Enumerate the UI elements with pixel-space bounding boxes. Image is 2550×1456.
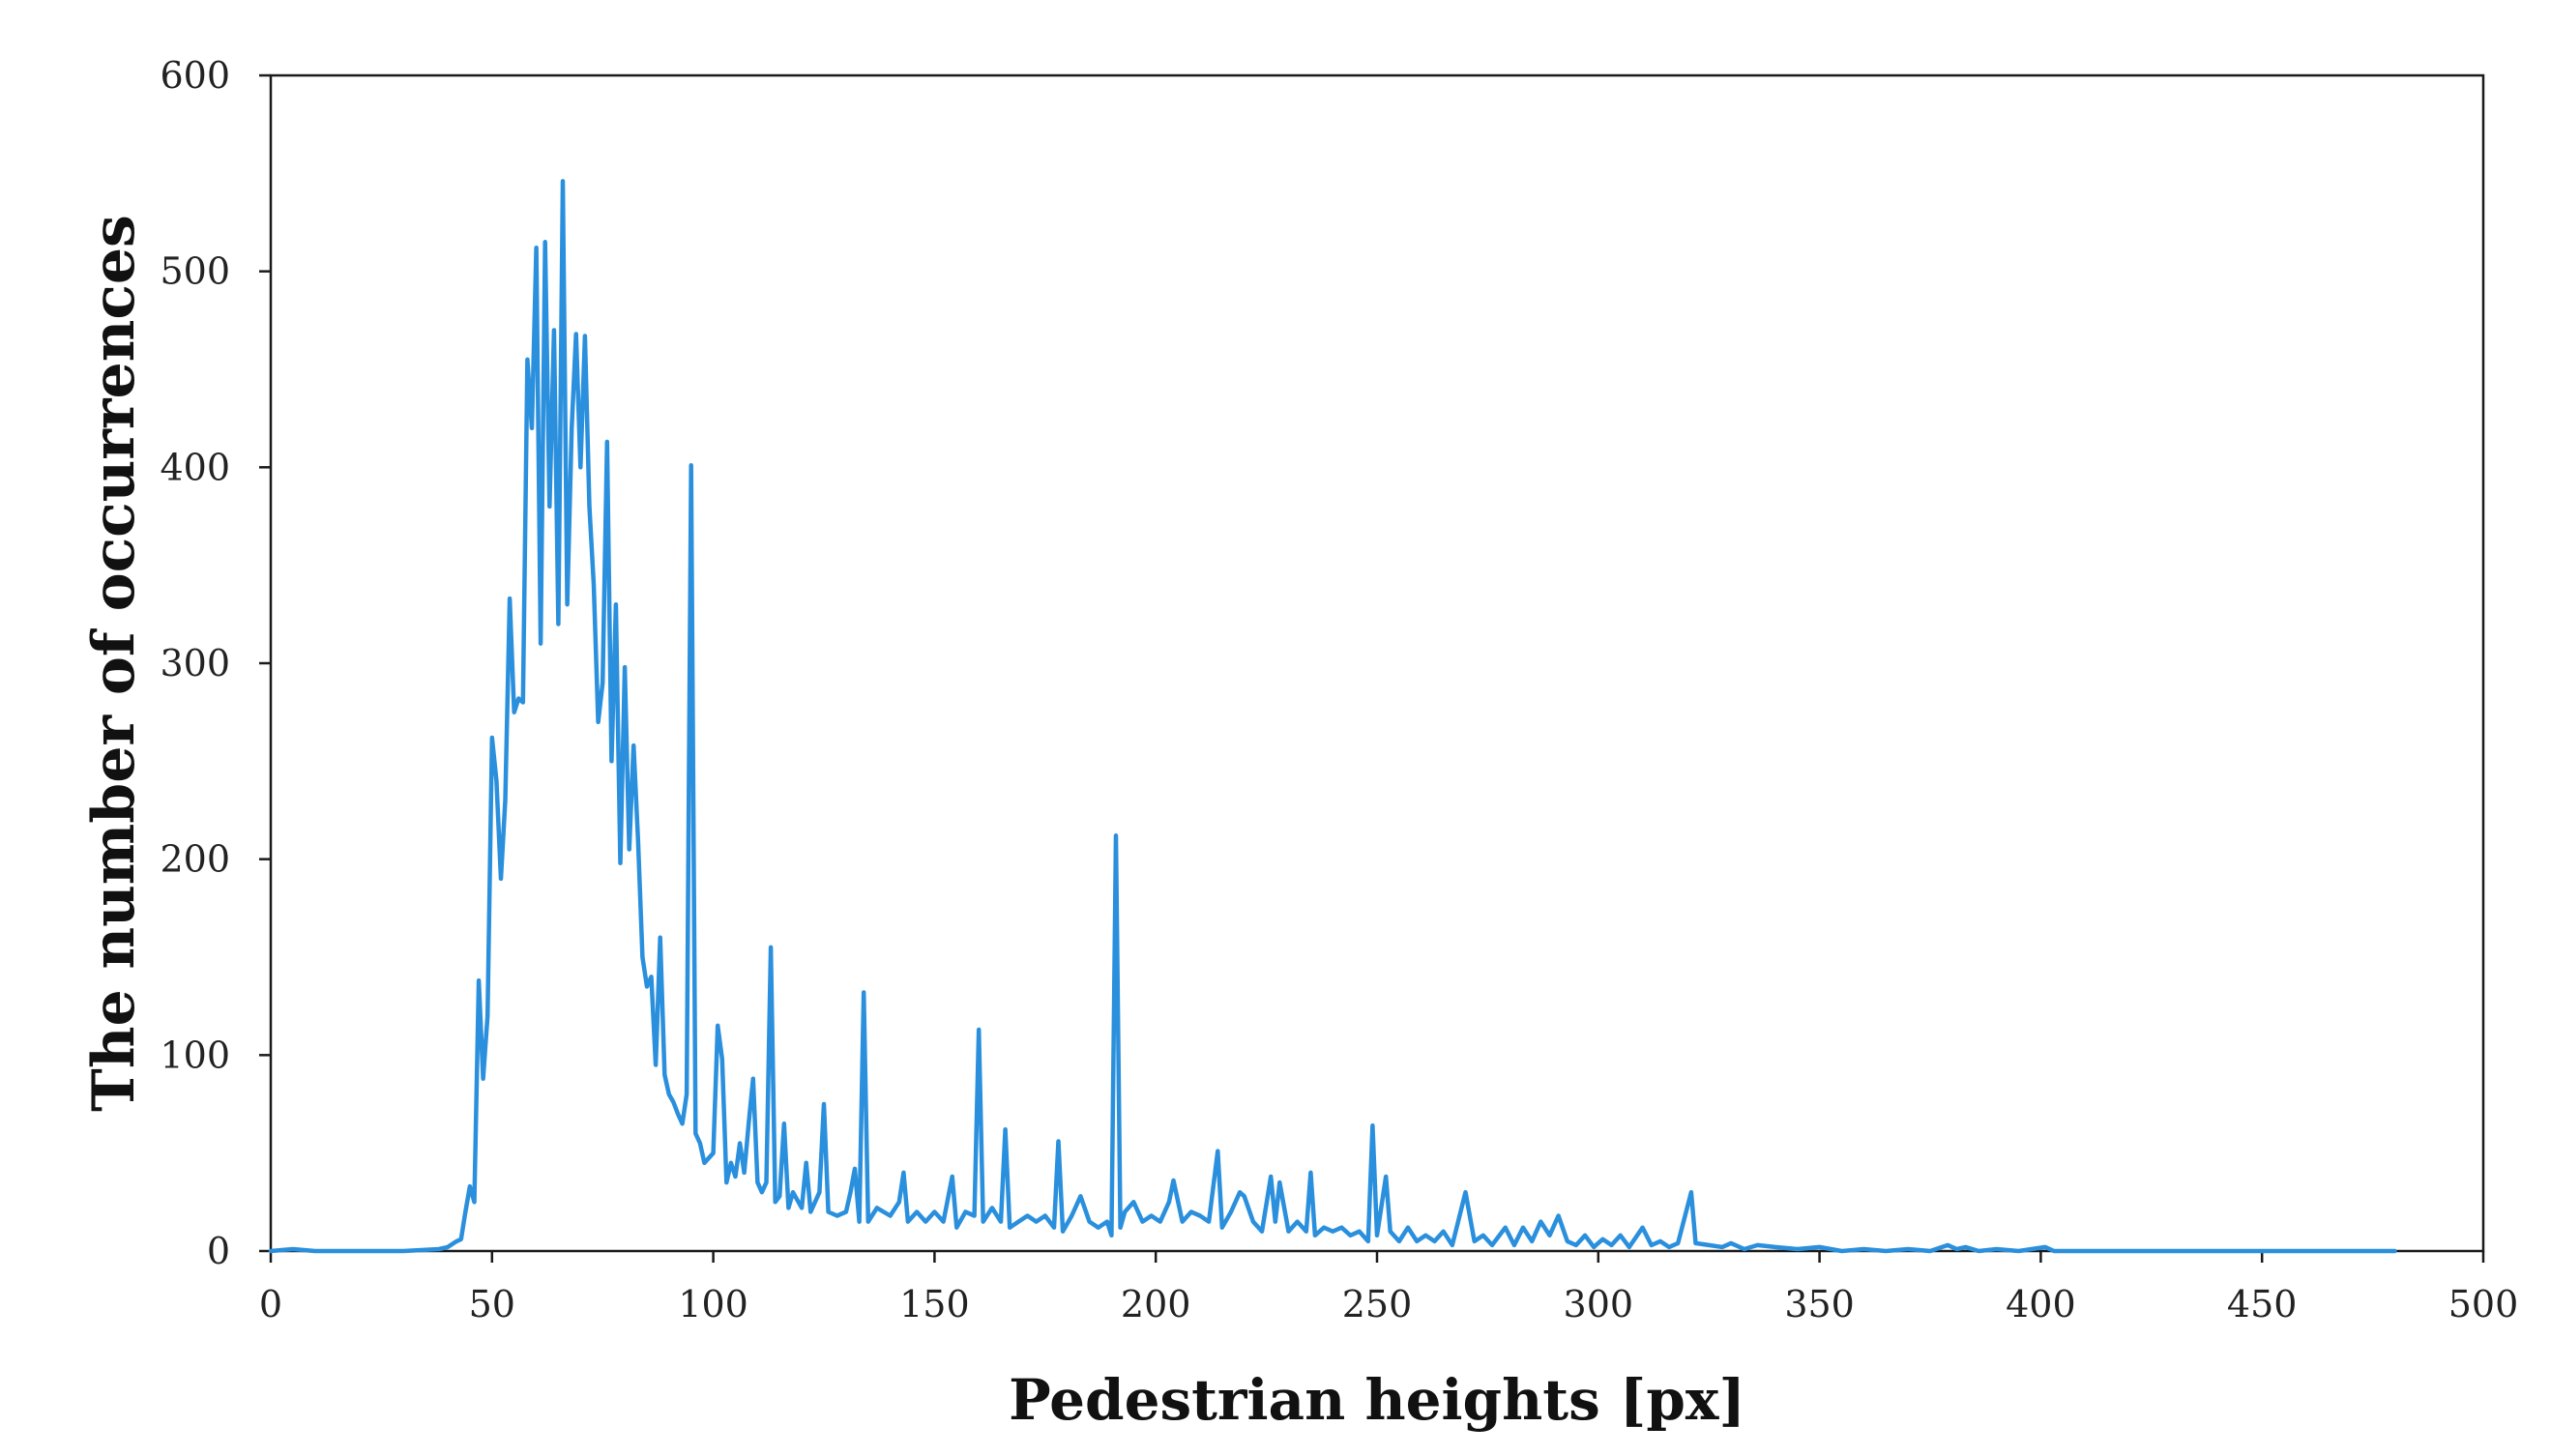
x-tick-label: 300 <box>1564 1283 1634 1325</box>
y-tick-label: 0 <box>207 1230 230 1272</box>
x-tick-label: 100 <box>678 1283 748 1325</box>
x-tick-label: 350 <box>1784 1283 1855 1325</box>
plot-area <box>269 73 2485 1253</box>
x-tick-label: 500 <box>2448 1283 2519 1325</box>
y-axis-ticks: 0 100 200 300 400 500 600 <box>160 54 271 1272</box>
x-tick-label: 400 <box>2006 1283 2076 1325</box>
x-tick-label: 200 <box>1121 1283 1191 1325</box>
x-axis-ticks: 0 50 100 150 200 250 300 350 400 450 500 <box>259 1251 2518 1325</box>
x-tick-label: 250 <box>1342 1283 1413 1325</box>
y-tick-label: 300 <box>160 642 230 684</box>
y-axis-title: The number of occurrences <box>80 215 148 1112</box>
x-tick-label: 0 <box>259 1283 282 1325</box>
y-tick-label: 400 <box>160 446 230 488</box>
x-tick-label: 450 <box>2227 1283 2298 1325</box>
x-axis-title: Pedestrian heights [px] <box>1009 1367 1745 1433</box>
x-tick-label: 50 <box>469 1283 515 1325</box>
y-tick-label: 200 <box>160 838 230 881</box>
x-tick-label: 150 <box>899 1283 970 1325</box>
y-tick-label: 500 <box>160 250 230 293</box>
y-tick-label: 100 <box>160 1034 230 1076</box>
series-line-occurrences <box>268 179 2397 1254</box>
y-tick-label: 600 <box>160 54 230 97</box>
